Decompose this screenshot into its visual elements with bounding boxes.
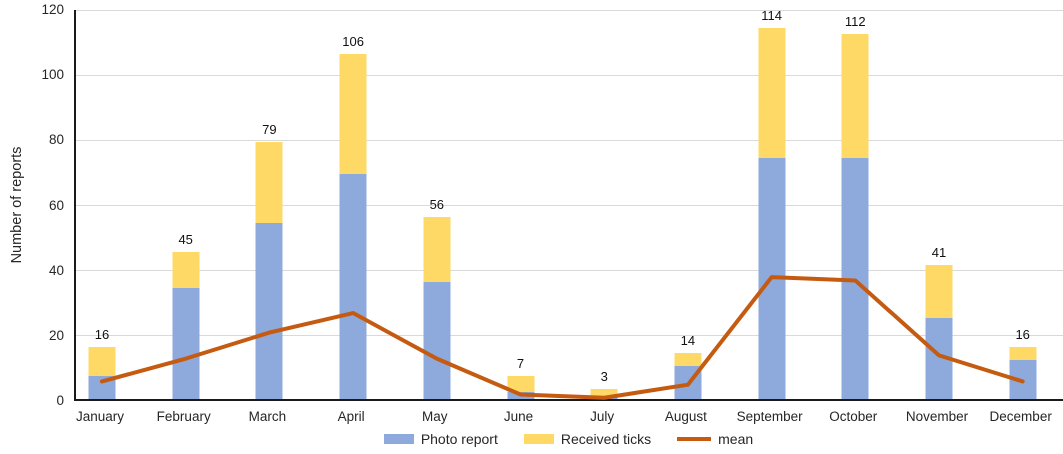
bar-photo-report-april <box>339 174 367 399</box>
legend-label: Received ticks <box>560 431 652 447</box>
mean-line <box>100 275 1025 400</box>
bar-received-ticks-september <box>758 27 786 158</box>
bar-photo-report-november <box>925 317 953 399</box>
gridline-40 <box>76 270 1063 272</box>
y-axis-title: Number of reports <box>9 146 25 264</box>
bar-total-label-april: 106 <box>342 33 364 49</box>
legend-label: Photo report <box>420 431 498 447</box>
x-axis-label-october: October <box>829 409 878 424</box>
bar-received-ticks-may <box>423 216 451 282</box>
bar-total-label-september: 114 <box>761 7 782 23</box>
legend-swatch-mean <box>677 437 712 441</box>
bar-received-ticks-april <box>339 53 367 175</box>
bar-total-label-january: 16 <box>94 326 110 342</box>
x-axis-label-november: November <box>905 409 969 424</box>
bar-total-label-july: 3 <box>600 369 608 385</box>
y-tick-label-0: 0 <box>56 393 64 408</box>
x-axis-label-may: May <box>422 409 448 424</box>
legend-item-photo-report: Photo report <box>383 431 498 447</box>
x-axis-label-september: September <box>736 409 803 424</box>
x-axis-label-march: March <box>248 409 287 424</box>
gridline-60 <box>76 205 1063 206</box>
gridline-100 <box>76 74 1063 76</box>
x-axis-label-august: August <box>664 409 707 424</box>
gridline-80 <box>76 139 1063 141</box>
bar-photo-report-march <box>255 223 283 399</box>
bar-photo-report-july <box>590 395 618 399</box>
bar-total-label-february: 45 <box>178 232 193 248</box>
y-tick-label-120: 120 <box>41 2 64 17</box>
bar-photo-report-january <box>88 376 116 399</box>
plot-area: 16 45 79 106 56 7 3 14 114 112 41 16 <box>74 7 1063 401</box>
bar-photo-report-may <box>423 281 451 399</box>
bar-total-label-june: 7 <box>516 356 525 372</box>
bar-total-label-august: 14 <box>680 333 696 349</box>
legend-item-mean: mean <box>677 431 753 447</box>
bar-total-label-march: 79 <box>262 121 277 137</box>
bar-received-ticks-november <box>925 265 953 318</box>
x-axis-label-february: February <box>156 409 211 424</box>
legend-label: mean <box>718 431 754 447</box>
x-axis-label-june: June <box>503 409 534 424</box>
x-axis-label-april: April <box>337 409 365 424</box>
bar-total-label-december: 16 <box>1015 326 1030 342</box>
bar-photo-report-december <box>1009 359 1037 399</box>
legend-item-received-ticks: Received ticks <box>523 431 652 447</box>
gridline-20 <box>76 335 1063 337</box>
bar-photo-report-february <box>172 288 200 399</box>
y-tick-label-60: 60 <box>48 197 64 213</box>
bar-received-ticks-january <box>88 346 116 377</box>
x-axis-label-december: December <box>989 409 1052 424</box>
bar-photo-report-october <box>841 157 869 399</box>
bar-received-ticks-february <box>172 252 200 289</box>
x-axis-label-july: July <box>590 409 615 424</box>
bar-received-ticks-june <box>507 376 534 393</box>
bar-photo-report-september <box>758 157 786 399</box>
bar-received-ticks-december <box>1009 346 1037 360</box>
bar-photo-report-august <box>674 366 702 399</box>
legend-swatch-photo-report <box>383 434 414 444</box>
bar-received-ticks-march <box>255 141 283 224</box>
legend-swatch-received-ticks <box>523 434 554 444</box>
bar-total-label-october: 112 <box>844 14 866 30</box>
bar-photo-report-june <box>507 392 534 399</box>
legend: Photo report Received ticks mean <box>74 431 1063 447</box>
y-tick-label-20: 20 <box>48 327 64 343</box>
y-tick-label-80: 80 <box>48 132 64 148</box>
bar-received-ticks-august <box>674 353 702 367</box>
gridline-120 <box>76 9 1063 11</box>
bar-received-ticks-july <box>590 389 618 396</box>
bar-total-label-may: 56 <box>429 196 445 212</box>
bar-total-label-november: 41 <box>931 245 947 261</box>
y-tick-label-100: 100 <box>41 67 64 83</box>
x-axis-label-january: January <box>75 409 125 424</box>
y-tick-label-40: 40 <box>48 262 64 278</box>
bar-received-ticks-october <box>841 34 869 158</box>
